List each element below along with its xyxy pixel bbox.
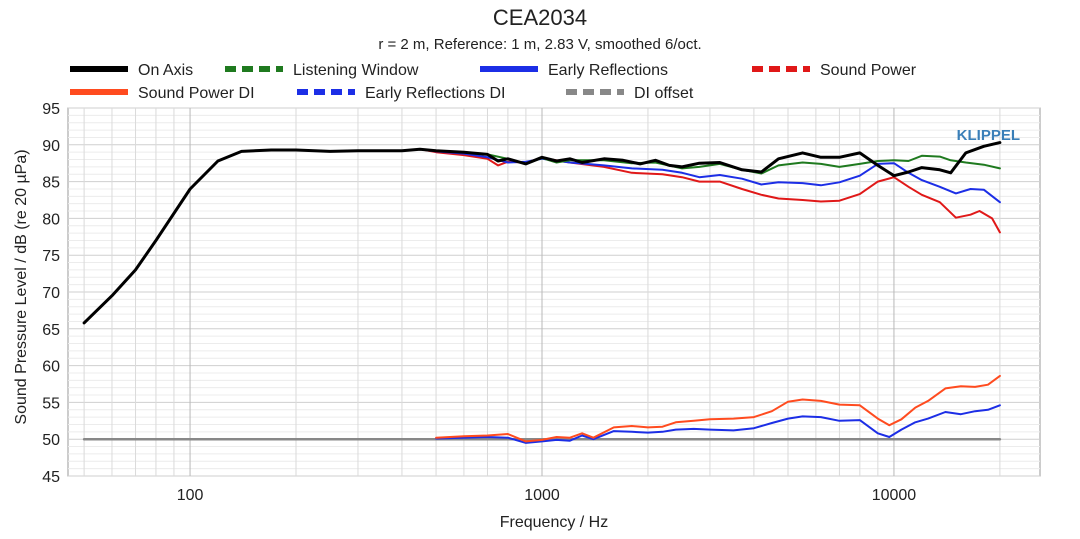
y-tick-label: 50 — [42, 432, 60, 449]
y-axis-label: Sound Pressure Level / dB (re 20 µPa) — [13, 149, 30, 424]
legend-label: Sound Power DI — [138, 85, 255, 102]
axis-ticks: 45 50 55 60 65 70 75 80 85 90 95 100 1000 10000 — [42, 101, 916, 504]
x-tick-label: 1000 — [524, 487, 560, 504]
series-line — [82, 141, 1002, 325]
y-tick-label: 75 — [42, 248, 60, 265]
chart-subtitle: r = 2 m, Reference: 1 m, 2.83 V, smoothe… — [378, 36, 701, 53]
y-tick-label: 90 — [42, 138, 60, 155]
legend-label: Early Reflections — [548, 62, 668, 79]
legend-label: Sound Power — [820, 62, 917, 79]
chart-title: CEA2034 — [493, 5, 587, 30]
series-group — [82, 141, 1002, 444]
y-tick-label: 70 — [42, 285, 60, 302]
legend-label: On Axis — [138, 62, 193, 79]
legend-label: DI offset — [634, 85, 694, 102]
y-tick-label: 45 — [42, 469, 60, 486]
legend-label: Early Reflections DI — [365, 85, 506, 102]
legend: On Axis Listening Window Early Reflections… — [70, 62, 917, 102]
y-tick-label: 85 — [42, 175, 60, 192]
brand-label: KLIPPEL — [957, 127, 1020, 144]
y-tick-label: 80 — [42, 211, 60, 228]
x-tick-label: 100 — [177, 487, 204, 504]
y-tick-label: 55 — [42, 395, 60, 412]
y-tick-label: 65 — [42, 322, 60, 339]
y-tick-label: 60 — [42, 359, 60, 376]
y-tick-label: 95 — [42, 101, 60, 118]
legend-label: Listening Window — [293, 62, 419, 79]
series-line — [435, 374, 1001, 443]
x-tick-label: 10000 — [872, 487, 917, 504]
series-line — [435, 404, 1001, 444]
x-axis-label: Frequency / Hz — [500, 514, 608, 531]
